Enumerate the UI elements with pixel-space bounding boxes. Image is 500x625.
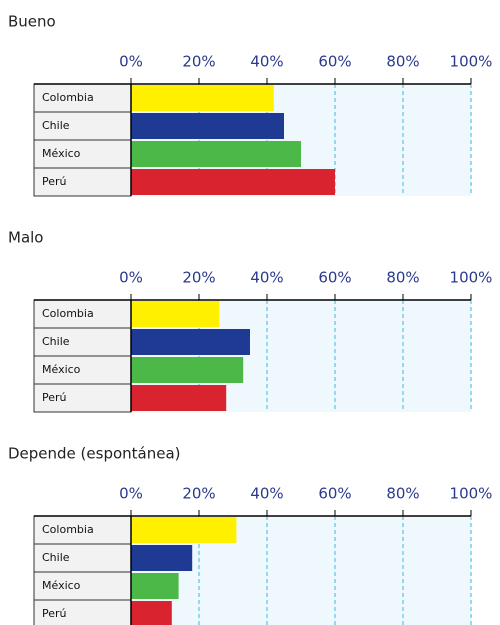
x-tick-label: 20% xyxy=(182,269,215,287)
x-tick-label: 80% xyxy=(386,53,419,71)
x-tick-label: 40% xyxy=(250,269,283,287)
bar xyxy=(131,141,301,167)
bar xyxy=(131,573,179,599)
bar xyxy=(131,301,220,327)
x-tick-label: 100% xyxy=(450,269,493,287)
category-label: México xyxy=(42,579,81,592)
category-label: Colombia xyxy=(42,307,94,320)
x-tick-label: 0% xyxy=(119,269,143,287)
category-box xyxy=(33,599,132,625)
bar xyxy=(131,357,244,383)
category-label: Chile xyxy=(42,119,70,132)
bar xyxy=(131,169,335,195)
category-label: Perú xyxy=(42,391,67,404)
x-tick-label: 60% xyxy=(318,53,351,71)
x-tick-label: 0% xyxy=(119,485,143,503)
x-tick-label: 60% xyxy=(318,485,351,503)
category-box xyxy=(33,571,132,601)
bar xyxy=(131,85,274,111)
category-label: Chile xyxy=(42,335,70,348)
x-tick-label: 100% xyxy=(450,485,493,503)
category-label: México xyxy=(42,363,81,376)
x-tick-label: 80% xyxy=(386,485,419,503)
x-tick-label: 40% xyxy=(250,485,283,503)
category-label: Colombia xyxy=(42,91,94,104)
category-label: Perú xyxy=(42,175,67,188)
bar xyxy=(131,113,284,139)
category-box xyxy=(33,383,132,413)
x-tick-label: 100% xyxy=(450,53,493,71)
category-label: Chile xyxy=(42,551,70,564)
category-label: Perú xyxy=(42,607,67,620)
x-tick-label: 20% xyxy=(182,485,215,503)
x-tick-label: 40% xyxy=(250,53,283,71)
x-tick-label: 80% xyxy=(386,269,419,287)
chart-title: Depende (espontánea) xyxy=(8,445,181,463)
x-tick-label: 0% xyxy=(119,53,143,71)
bar xyxy=(131,545,193,571)
bar xyxy=(131,601,172,625)
chart-title: Bueno xyxy=(8,13,56,31)
bar xyxy=(131,517,237,543)
chart-title: Malo xyxy=(8,229,43,247)
bar xyxy=(131,385,227,411)
x-tick-label: 20% xyxy=(182,53,215,71)
category-label: Colombia xyxy=(42,523,94,536)
category-label: México xyxy=(42,147,81,160)
category-box xyxy=(33,327,132,357)
bar xyxy=(131,329,250,355)
x-tick-label: 60% xyxy=(318,269,351,287)
